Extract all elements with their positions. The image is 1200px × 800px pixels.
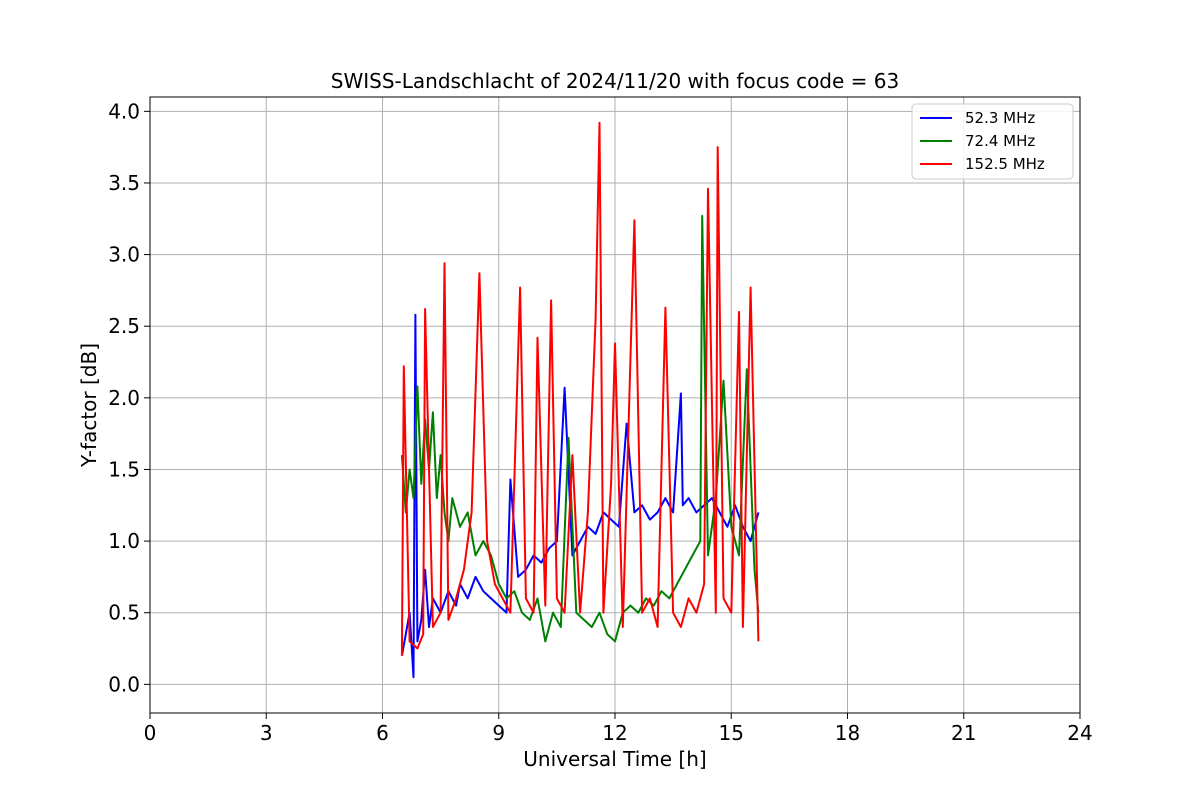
x-tick-label: 18 <box>835 721 860 745</box>
y-tick-label: 2.5 <box>108 314 140 338</box>
series-line-3 <box>400 121 760 656</box>
chart-title: SWISS-Landschlacht of 2024/11/20 with fo… <box>331 69 899 93</box>
x-tick-label: 0 <box>144 721 157 745</box>
legend-label: 72.4 MHz <box>965 132 1035 150</box>
y-tick-label: 1.5 <box>108 457 140 481</box>
y-tick-label: 0.0 <box>108 672 140 696</box>
legend: 52.3 MHz 72.4 MHz 152.5 MHz <box>911 103 1074 180</box>
x-tick-label: 3 <box>260 721 273 745</box>
x-tick-label: 9 <box>492 721 505 745</box>
y-tick-label: 4.0 <box>108 99 140 123</box>
y-tick-label: 2.0 <box>108 386 140 410</box>
x-tick-label: 12 <box>602 721 627 745</box>
legend-box <box>911 103 1074 180</box>
x-axis-title: Universal Time [h] <box>523 747 706 771</box>
series-line-2 <box>400 214 760 643</box>
y-tick-label: 3.0 <box>108 243 140 267</box>
axis-ticks: 0 3 6 9 12 15 18 21 24 0.0 0.5 1.0 1.5 2.0 2.5 3.0 3.5 4.… <box>108 99 1093 745</box>
y-tick-label: 3.5 <box>108 171 140 195</box>
legend-label: 152.5 MHz <box>965 155 1045 173</box>
y-axis-title: Y-factor [dB] <box>77 343 101 468</box>
plot-lines <box>400 121 760 679</box>
legend-label: 52.3 MHz <box>965 109 1035 127</box>
x-tick-label: 6 <box>376 721 389 745</box>
x-tick-label: 24 <box>1067 721 1092 745</box>
y-tick-label: 0.5 <box>108 601 140 625</box>
y-tick-label: 1.0 <box>108 529 140 553</box>
x-tick-label: 15 <box>719 721 744 745</box>
x-tick-label: 21 <box>951 721 976 745</box>
